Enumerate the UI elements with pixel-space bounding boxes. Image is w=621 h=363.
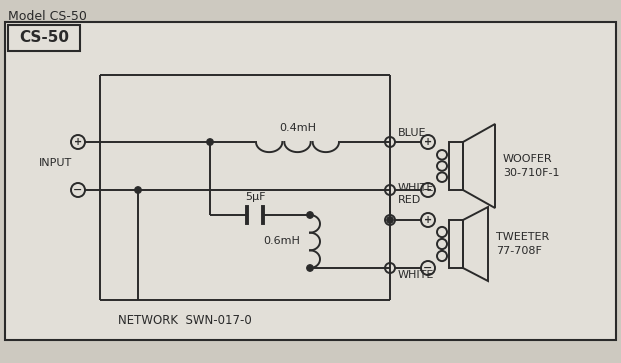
Circle shape	[307, 212, 313, 218]
Text: INPUT: INPUT	[39, 158, 71, 168]
Text: WHITE: WHITE	[398, 183, 434, 193]
Bar	[449, 220, 463, 268]
Text: WHITE: WHITE	[398, 270, 434, 280]
Text: RED: RED	[398, 195, 421, 205]
Text: −: −	[424, 185, 433, 195]
Text: WOOFER: WOOFER	[503, 154, 553, 164]
Bar	[5, 22, 616, 340]
Text: +: +	[74, 137, 82, 147]
Text: −: −	[73, 185, 83, 195]
Text: BLUE: BLUE	[398, 128, 427, 138]
Text: 0.6mH: 0.6mH	[263, 237, 301, 246]
Text: CS-50: CS-50	[19, 30, 69, 45]
Text: TWEETER: TWEETER	[496, 232, 549, 242]
Text: 77-708F: 77-708F	[496, 246, 542, 256]
Text: −: −	[424, 263, 433, 273]
Bar	[449, 142, 463, 190]
Text: 5μF: 5μF	[245, 192, 265, 202]
Text: 30-710F-1: 30-710F-1	[503, 168, 560, 178]
Circle shape	[387, 217, 393, 223]
Text: NETWORK  SWN-017-0: NETWORK SWN-017-0	[118, 314, 252, 326]
Circle shape	[135, 187, 141, 193]
Circle shape	[207, 139, 213, 145]
Text: 0.4mH: 0.4mH	[279, 123, 316, 133]
Bar	[8, 25, 80, 51]
Text: +: +	[424, 137, 432, 147]
Circle shape	[307, 265, 313, 271]
Text: Model CS-50: Model CS-50	[8, 10, 87, 23]
Text: +: +	[424, 215, 432, 225]
